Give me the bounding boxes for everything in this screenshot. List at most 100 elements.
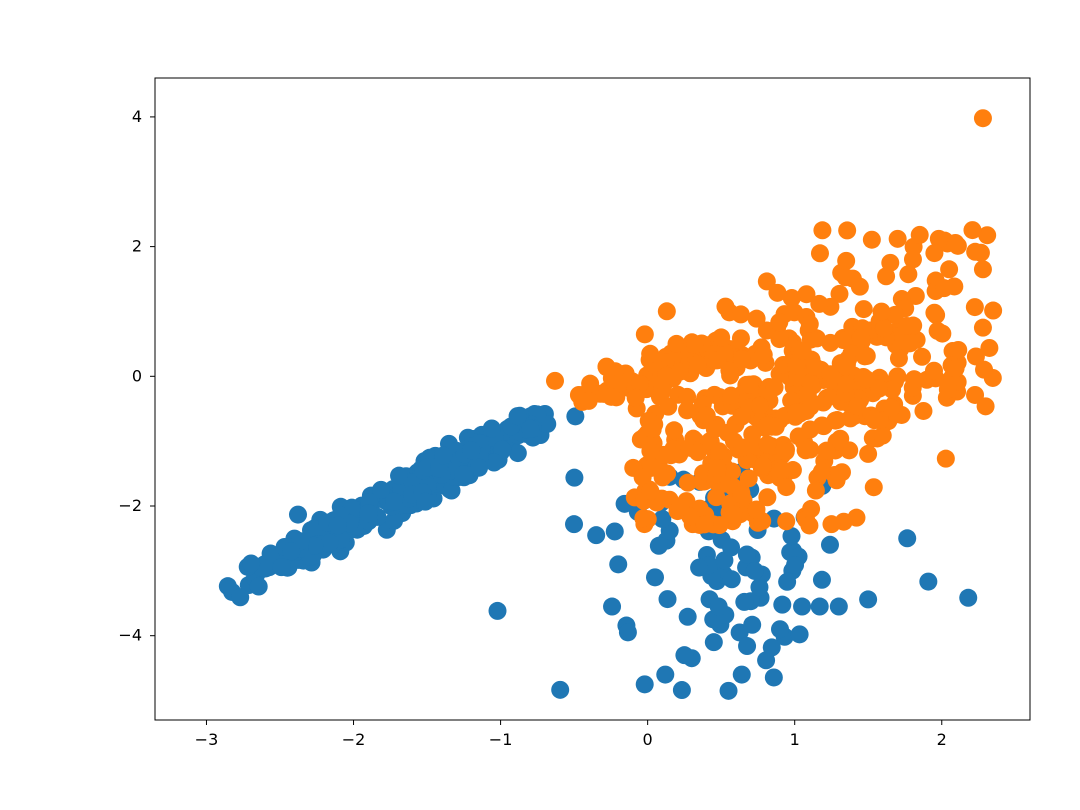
point-orange (733, 350, 751, 368)
point-orange (641, 482, 659, 500)
point-blue (619, 623, 637, 641)
point-orange (925, 304, 943, 322)
point-blue (434, 447, 452, 465)
point-blue (231, 588, 249, 606)
point-blue (765, 668, 783, 686)
point-orange (643, 420, 661, 438)
point-orange (937, 450, 955, 468)
point-orange (679, 474, 697, 492)
point-blue (329, 517, 347, 535)
point-blue (690, 559, 708, 577)
point-orange (874, 427, 892, 445)
point-blue (250, 578, 268, 596)
point-orange (686, 336, 704, 354)
point-orange (773, 461, 791, 479)
x-tick-label: 1 (790, 730, 800, 749)
x-tick-label: 0 (643, 730, 653, 749)
point-orange (665, 421, 683, 439)
point-orange (751, 397, 769, 415)
point-orange (800, 516, 818, 534)
point-orange (966, 298, 984, 316)
point-orange (875, 319, 893, 337)
point-orange (807, 482, 825, 500)
point-orange (977, 397, 995, 415)
point-blue (811, 598, 829, 616)
point-orange (788, 403, 806, 421)
point-orange (748, 310, 766, 328)
y-tick-label: −4 (118, 626, 142, 645)
point-orange (984, 302, 1002, 320)
point-blue (720, 682, 738, 700)
point-orange (974, 319, 992, 337)
y-tick-label: −2 (118, 496, 142, 515)
point-orange (974, 260, 992, 278)
point-orange (865, 410, 883, 428)
point-blue (710, 598, 728, 616)
point-blue (454, 465, 472, 483)
point-blue (786, 556, 804, 574)
point-orange (759, 435, 777, 453)
point-blue (793, 598, 811, 616)
point-orange (602, 388, 620, 406)
point-orange (741, 376, 759, 394)
point-orange (732, 329, 750, 347)
point-orange (806, 358, 824, 376)
point-orange (966, 243, 984, 261)
point-orange (925, 244, 943, 262)
point-blue (675, 646, 693, 664)
point-orange (777, 478, 795, 496)
point-orange (708, 459, 726, 477)
point-blue (606, 522, 624, 540)
point-orange (813, 463, 831, 481)
point-blue (743, 616, 761, 634)
point-orange (837, 252, 855, 270)
point-orange (671, 498, 689, 516)
point-orange (740, 469, 758, 487)
point-orange (810, 295, 828, 313)
point-orange (636, 325, 654, 343)
point-orange (913, 348, 931, 366)
point-blue (750, 578, 768, 596)
point-orange (914, 402, 932, 420)
point-orange (837, 375, 855, 393)
point-orange (597, 358, 615, 376)
point-orange (706, 420, 724, 438)
point-orange (865, 478, 883, 496)
point-blue (321, 534, 339, 552)
point-orange (546, 372, 564, 390)
point-blue (656, 666, 674, 684)
point-orange (732, 486, 750, 504)
point-orange (929, 322, 947, 340)
x-tick-label: 2 (937, 730, 947, 749)
point-orange (889, 230, 907, 248)
point-orange (747, 501, 765, 519)
point-orange (770, 313, 788, 331)
point-orange (755, 346, 773, 364)
point-orange (898, 317, 916, 335)
point-blue (416, 493, 434, 511)
point-orange (678, 401, 696, 419)
point-blue (289, 506, 307, 524)
point-orange (946, 234, 964, 252)
point-orange (733, 408, 751, 426)
point-orange (863, 231, 881, 249)
point-blue (489, 602, 507, 620)
point-orange (777, 512, 795, 530)
point-orange (813, 221, 831, 239)
point-blue (830, 598, 848, 616)
y-tick-label: 4 (132, 107, 142, 126)
point-orange (817, 442, 835, 460)
y-tick-label: 2 (132, 237, 142, 256)
point-blue (565, 515, 583, 533)
point-orange (837, 268, 855, 286)
point-orange (925, 362, 943, 380)
point-orange (768, 284, 786, 302)
point-orange (857, 370, 875, 388)
point-orange (733, 439, 751, 457)
point-orange (657, 367, 675, 385)
point-blue (673, 681, 691, 699)
point-blue (791, 625, 809, 643)
points-layer (219, 109, 1002, 700)
point-orange (641, 345, 659, 363)
point-orange (974, 109, 992, 127)
